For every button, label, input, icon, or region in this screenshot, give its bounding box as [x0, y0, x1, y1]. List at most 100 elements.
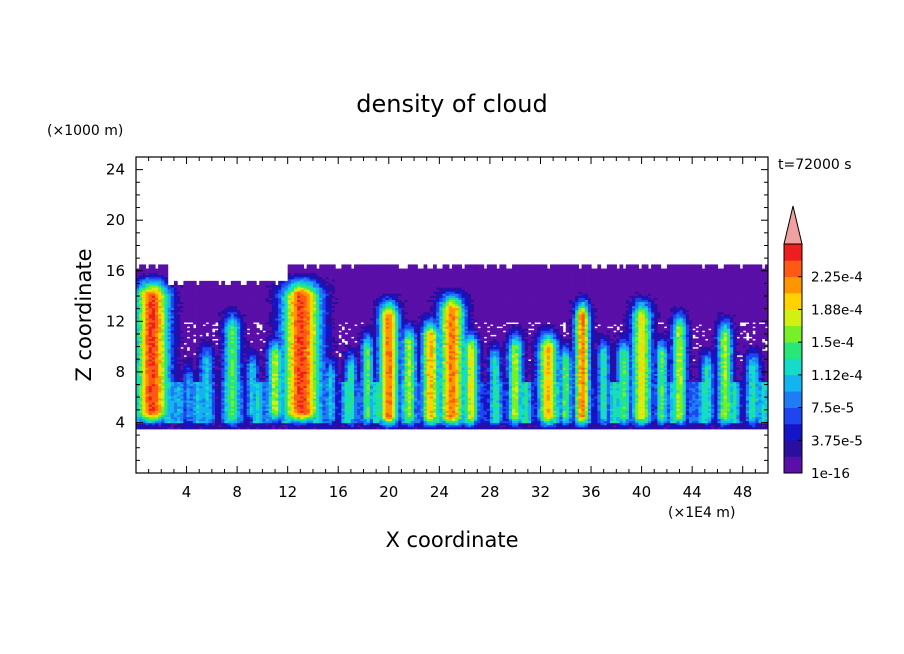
- heatmap-cell: [151, 387, 156, 391]
- heatmap-cell: [154, 317, 159, 321]
- heatmap-cell: [158, 289, 162, 292]
- heatmap-cell: [136, 295, 140, 298]
- heatmap-cell: [158, 344, 162, 348]
- heatmap-cell: [136, 282, 140, 286]
- heatmap-cell: [177, 402, 181, 405]
- heatmap-cell: [189, 418, 194, 422]
- heatmap-cell: [167, 350, 172, 354]
- heatmap-cell: [211, 424, 216, 428]
- heatmap-cell: [192, 284, 197, 288]
- heatmap-cell: [148, 324, 153, 327]
- heatmap-cell: [215, 385, 219, 389]
- heatmap-cell: [158, 397, 162, 401]
- heatmap-cell: [136, 387, 140, 391]
- heatmap-cell: [215, 379, 219, 383]
- heatmap-cell: [148, 301, 153, 305]
- heatmap-cell: [215, 377, 219, 381]
- heatmap-cell: [205, 301, 210, 305]
- heatmap-cell: [199, 336, 203, 339]
- heatmap-cell: [161, 352, 166, 356]
- heatmap-cell: [208, 371, 213, 374]
- heatmap-cell: [139, 395, 143, 399]
- heatmap-cell: [164, 326, 169, 329]
- heatmap-cell: [205, 311, 210, 315]
- heatmap-cell: [202, 402, 207, 405]
- heatmap-cell: [215, 309, 219, 313]
- heatmap-cell: [161, 424, 166, 428]
- heatmap-cell: [211, 389, 216, 393]
- heatmap-cell: [205, 373, 210, 376]
- heatmap-cell: [189, 363, 194, 366]
- heatmap-cell: [148, 352, 153, 356]
- heatmap-cell: [139, 276, 143, 280]
- heatmap-cell: [196, 377, 200, 381]
- heatmap-cell: [167, 295, 172, 298]
- heatmap-cell: [164, 375, 169, 379]
- heatmap-cell: [142, 280, 147, 284]
- heatmap-cell: [189, 391, 194, 395]
- heatmap-cell: [154, 422, 159, 426]
- heatmap-cell: [180, 289, 184, 292]
- heatmap-cell: [224, 410, 229, 413]
- heatmap-cell: [164, 282, 169, 286]
- heatmap-cell: [221, 340, 226, 344]
- heatmap-cell: [211, 395, 216, 399]
- heatmap-cell: [145, 365, 150, 368]
- heatmap-cell: [142, 264, 147, 268]
- heatmap-cell: [154, 311, 159, 315]
- heatmap-cell: [189, 289, 194, 292]
- heatmap-cell: [148, 317, 153, 321]
- heatmap-cell: [142, 336, 147, 339]
- heatmap-cell: [215, 297, 219, 300]
- heatmap-cell: [189, 297, 194, 300]
- heatmap-cell: [180, 336, 184, 339]
- heatmap-cell: [164, 272, 169, 276]
- heatmap-cell: [199, 307, 203, 311]
- heatmap-cell: [173, 303, 178, 307]
- heatmap-cell: [215, 301, 219, 305]
- heatmap-cell: [186, 297, 191, 300]
- heatmap-cell: [252, 324, 257, 327]
- heatmap-cell: [154, 418, 159, 422]
- heatmap-cell: [211, 418, 216, 422]
- heatmap-cell: [136, 381, 140, 385]
- heatmap-cell: [167, 406, 172, 409]
- heatmap-cell: [177, 348, 181, 352]
- heatmap-cell: [208, 363, 213, 366]
- heatmap-cell: [136, 397, 140, 401]
- heatmap-cell: [136, 305, 140, 309]
- heatmap-cell: [173, 346, 178, 350]
- heatmap-cell: [154, 321, 159, 325]
- heatmap-cell: [211, 414, 216, 418]
- heatmap-cell: [208, 299, 213, 303]
- heatmap-cell: [177, 369, 181, 372]
- heatmap-cell: [136, 414, 140, 418]
- heatmap-cell: [151, 274, 156, 278]
- heatmap-cell: [208, 395, 213, 399]
- heatmap-cell: [142, 410, 147, 413]
- heatmap-cell: [145, 328, 150, 331]
- heatmap-cell: [189, 317, 194, 321]
- heatmap-cell: [199, 387, 203, 391]
- heatmap-cell: [170, 303, 175, 307]
- heatmap-cell: [177, 332, 181, 335]
- heatmap-cell: [199, 402, 203, 405]
- heatmap-cell: [224, 354, 229, 358]
- heatmap-cell: [224, 385, 229, 389]
- heatmap-cell: [215, 371, 219, 374]
- heatmap-cell: [154, 375, 159, 379]
- heatmap-cell: [186, 295, 191, 298]
- heatmap-cell: [211, 385, 216, 389]
- heatmap-cell: [211, 422, 216, 426]
- heatmap-cell: [151, 373, 156, 376]
- heatmap-cell: [167, 404, 172, 407]
- heatmap-cell: [196, 371, 200, 374]
- heatmap-cell: [192, 315, 197, 319]
- heatmap-cell: [136, 400, 140, 403]
- heatmap-cell: [208, 307, 213, 311]
- heatmap-cell: [189, 406, 194, 409]
- heatmap-cell: [142, 402, 147, 405]
- heatmap-cell: [221, 291, 226, 294]
- heatmap-cell: [154, 313, 159, 317]
- heatmap-cell: [186, 365, 191, 368]
